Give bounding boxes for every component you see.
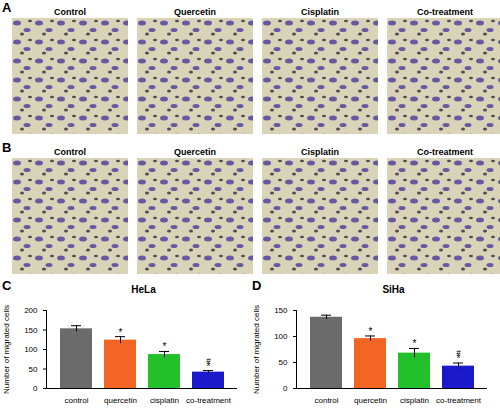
- html-text:B: B: [2, 140, 12, 155]
- html-text:C: C: [2, 278, 12, 293]
- svg-text:co-treatment: co-treatment: [186, 396, 232, 405]
- svg-text:#: #: [456, 348, 461, 357]
- svg-text:100: 100: [24, 345, 38, 354]
- svg-text:*: *: [119, 327, 123, 338]
- svg-text:100: 100: [274, 332, 288, 341]
- svg-text:cisplatin: cisplatin: [400, 396, 429, 405]
- html-text:Cisplatin: Cisplatin: [301, 7, 339, 17]
- html-text:D: D: [252, 278, 262, 293]
- html-text:A: A: [2, 0, 12, 15]
- svg-text:*: *: [163, 341, 167, 352]
- svg-text:quercetin: quercetin: [354, 396, 387, 405]
- svg-text:cisplatin: cisplatin: [150, 396, 179, 405]
- svg-text:*: *: [413, 338, 417, 349]
- html-text:Quercetin: Quercetin: [174, 7, 216, 17]
- html-text:Control: Control: [54, 7, 86, 17]
- svg-text:quercetin: quercetin: [104, 396, 137, 405]
- html-text:Quercetin: Quercetin: [174, 147, 216, 157]
- svg-text:*: *: [369, 326, 373, 337]
- html-text:Cisplatin: Cisplatin: [301, 147, 339, 157]
- svg-text:150: 150: [24, 326, 38, 335]
- html-text:Co-treatment: Co-treatment: [417, 7, 473, 17]
- svg-text:Number of migrated cells: Number of migrated cells: [252, 305, 261, 394]
- svg-text:control: control: [64, 396, 88, 405]
- svg-text:150: 150: [274, 306, 288, 315]
- svg-text:0: 0: [283, 384, 288, 393]
- svg-text:0: 0: [33, 384, 38, 393]
- html-text:Control: Control: [54, 147, 86, 157]
- svg-text:50: 50: [279, 358, 288, 367]
- html-text:SiHa: SiHa: [382, 284, 405, 295]
- svg-text:50: 50: [29, 365, 38, 374]
- svg-text:200: 200: [24, 306, 38, 315]
- svg-text:co-treatment: co-treatment: [436, 396, 482, 405]
- svg-text:#: #: [206, 356, 211, 365]
- svg-text:control: control: [314, 396, 338, 405]
- html-text:Co-treatment: Co-treatment: [417, 147, 473, 157]
- svg-text:Number of migrated cells: Number of migrated cells: [2, 305, 11, 394]
- html-text:HeLa: HeLa: [131, 284, 156, 295]
